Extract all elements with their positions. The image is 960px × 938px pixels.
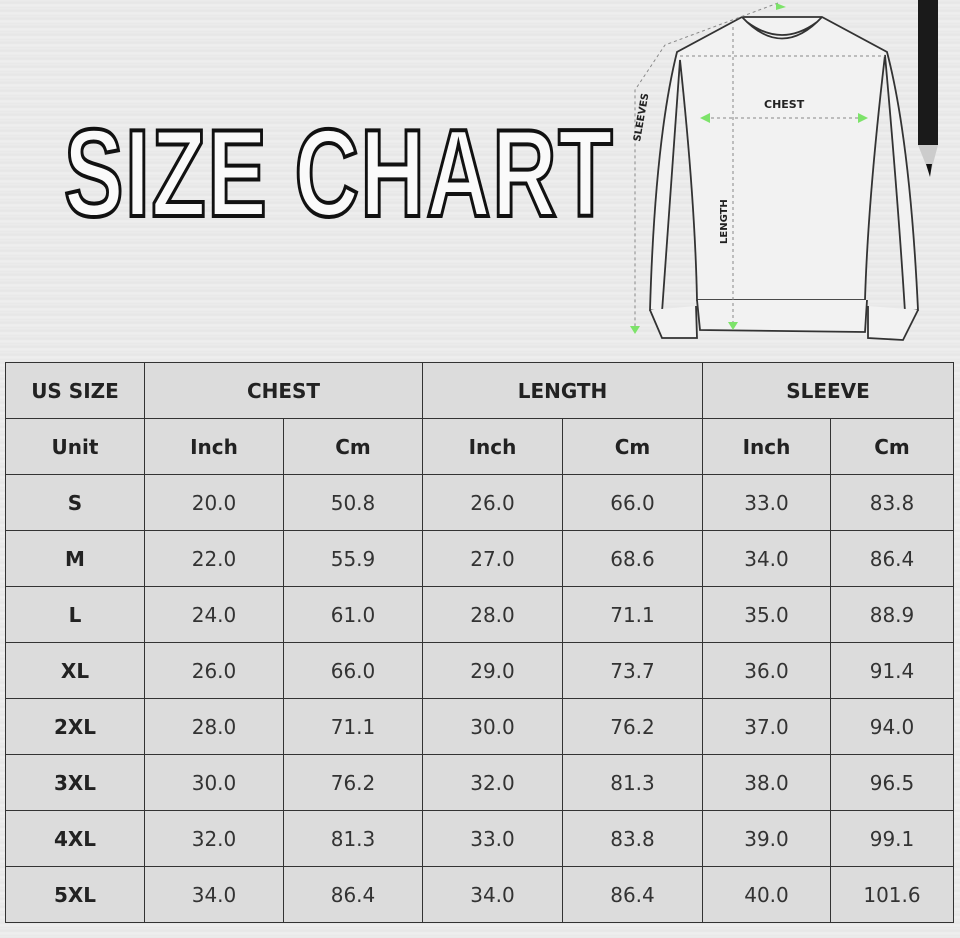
us-size-header: US SIZE <box>5 362 145 419</box>
table-row: 4XL 32.0 81.3 33.0 83.8 39.0 99.1 <box>5 810 954 867</box>
measurement-cell: 81.3 <box>562 754 703 811</box>
measurement-cell: 30.0 <box>144 754 284 811</box>
unit-cell: Cm <box>562 418 703 475</box>
measurement-cell: 35.0 <box>702 586 831 643</box>
measurement-cell: 33.0 <box>702 474 831 531</box>
size-cell: 4XL <box>5 810 145 867</box>
measurement-cell: 91.4 <box>830 642 954 699</box>
measurement-cell: 101.6 <box>830 866 954 923</box>
measurement-cell: 34.0 <box>422 866 563 923</box>
measurement-cell: 96.5 <box>830 754 954 811</box>
table-row: XL 26.0 66.0 29.0 73.7 36.0 91.4 <box>5 642 954 699</box>
measurement-cell: 71.1 <box>283 698 423 755</box>
sweatshirt-cuff-left <box>649 305 698 339</box>
group-header-row: US SIZE CHEST LENGTH SLEEVE <box>5 362 954 419</box>
measurement-cell: 33.0 <box>422 810 563 867</box>
size-cell: 5XL <box>5 866 145 923</box>
measurement-cell: 30.0 <box>422 698 563 755</box>
length-label: LENGTH <box>719 199 730 244</box>
measurement-cell: 39.0 <box>702 810 831 867</box>
unit-cell: Inch <box>144 418 284 475</box>
sweatshirt-collar <box>741 16 823 40</box>
size-cell: XL <box>5 642 145 699</box>
measurement-cell: 28.0 <box>422 586 563 643</box>
measure-arrows <box>630 3 868 334</box>
measurement-cell: 40.0 <box>702 866 831 923</box>
chest-label: CHEST <box>764 98 805 111</box>
size-table: US SIZE CHEST LENGTH SLEEVE Unit Inch Cm… <box>5 362 954 923</box>
measurement-cell: 26.0 <box>422 474 563 531</box>
sleeves-label: SLEEVES <box>632 92 651 142</box>
measurement-cell: 83.8 <box>830 474 954 531</box>
measurement-cell: 86.4 <box>562 866 703 923</box>
unit-cell: Cm <box>283 418 423 475</box>
size-cell: L <box>5 586 145 643</box>
measurement-cell: 55.9 <box>283 530 423 587</box>
measurement-cell: 94.0 <box>830 698 954 755</box>
measurement-cell: 68.6 <box>562 530 703 587</box>
size-cell: 2XL <box>5 698 145 755</box>
table-row: S 20.0 50.8 26.0 66.0 33.0 83.8 <box>5 474 954 531</box>
measurement-cell: 73.7 <box>562 642 703 699</box>
measurement-cell: 76.2 <box>562 698 703 755</box>
sweatshirt-cuff-right <box>867 306 919 341</box>
measurement-cell: 37.0 <box>702 698 831 755</box>
pencil-icon <box>918 0 938 177</box>
chest-header: CHEST <box>144 362 423 419</box>
sweatshirt-diagram: SLEEVES CHEST LENGTH <box>630 0 938 341</box>
measurement-cell: 24.0 <box>144 586 284 643</box>
sweatshirt-body <box>649 16 919 314</box>
size-cell: M <box>5 530 145 587</box>
measurement-cell: 88.9 <box>830 586 954 643</box>
measurement-cell: 86.4 <box>283 866 423 923</box>
measurement-cell: 32.0 <box>422 754 563 811</box>
table-row: M 22.0 55.9 27.0 68.6 34.0 86.4 <box>5 530 954 587</box>
measurement-cell: 38.0 <box>702 754 831 811</box>
sleeve-header: SLEEVE <box>702 362 954 419</box>
measurement-cell: 26.0 <box>144 642 284 699</box>
unit-cell: Inch <box>702 418 831 475</box>
measurement-cell: 34.0 <box>702 530 831 587</box>
measurement-cell: 32.0 <box>144 810 284 867</box>
measurement-cell: 50.8 <box>283 474 423 531</box>
measurement-cell: 28.0 <box>144 698 284 755</box>
measurement-cell: 83.8 <box>562 810 703 867</box>
measurement-cell: 86.4 <box>830 530 954 587</box>
measurement-cell: 36.0 <box>702 642 831 699</box>
size-chart-title: SIZE CHART <box>63 105 615 243</box>
measurement-cell: 27.0 <box>422 530 563 587</box>
measurement-cell: 76.2 <box>283 754 423 811</box>
measurement-cell: 29.0 <box>422 642 563 699</box>
measurement-cell: 34.0 <box>144 866 284 923</box>
measurement-cell: 66.0 <box>283 642 423 699</box>
table-row: 3XL 30.0 76.2 32.0 81.3 38.0 96.5 <box>5 754 954 811</box>
measurement-cell: 61.0 <box>283 586 423 643</box>
measurement-cell: 20.0 <box>144 474 284 531</box>
table-row: 5XL 34.0 86.4 34.0 86.4 40.0 101.6 <box>5 866 954 923</box>
length-header: LENGTH <box>422 362 703 419</box>
measurement-cell: 81.3 <box>283 810 423 867</box>
table-row: L 24.0 61.0 28.0 71.1 35.0 88.9 <box>5 586 954 643</box>
sweatshirt-waistband <box>696 299 868 333</box>
unit-cell: Cm <box>830 418 954 475</box>
measurement-cell: 71.1 <box>562 586 703 643</box>
unit-label: Unit <box>5 418 145 475</box>
size-cell: 3XL <box>5 754 145 811</box>
measurement-cell: 22.0 <box>144 530 284 587</box>
unit-cell: Inch <box>422 418 563 475</box>
measurement-cell: 66.0 <box>562 474 703 531</box>
unit-header-row: Unit Inch Cm Inch Cm Inch Cm <box>5 418 954 475</box>
table-row: 2XL 28.0 71.1 30.0 76.2 37.0 94.0 <box>5 698 954 755</box>
size-cell: S <box>5 474 145 531</box>
measurement-cell: 99.1 <box>830 810 954 867</box>
